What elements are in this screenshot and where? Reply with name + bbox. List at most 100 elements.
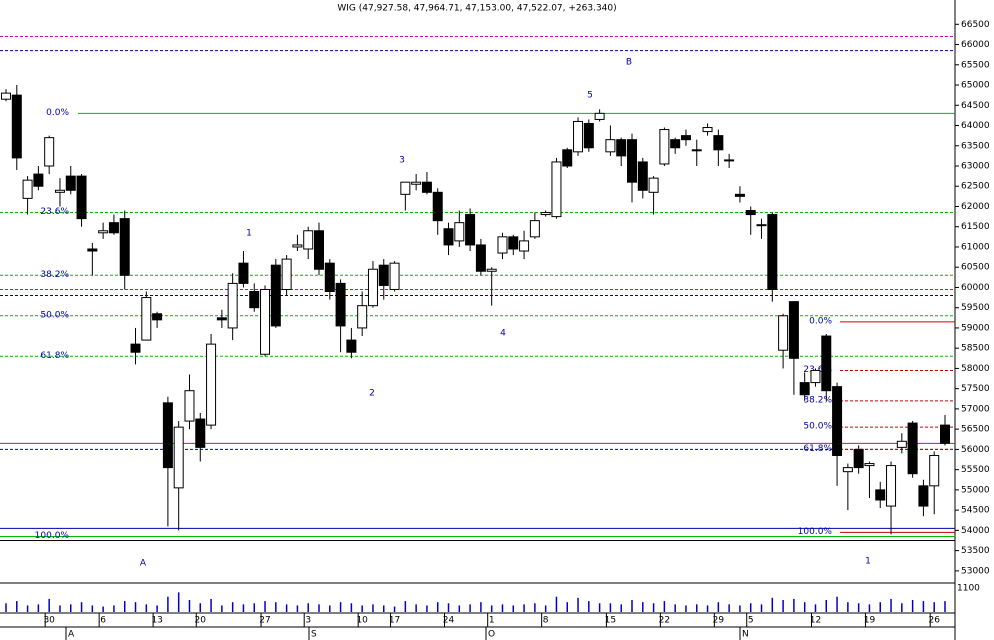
wave-label: 5 — [587, 91, 593, 101]
wave-label: 4 — [500, 329, 506, 339]
y-tick-label: 54000 — [961, 526, 990, 536]
candle-body — [119, 218, 130, 276]
candle-body — [443, 228, 454, 246]
candle-body — [357, 305, 368, 329]
candle-body — [227, 282, 238, 329]
x-tick-label: 10 — [356, 616, 368, 626]
x-tick-label: 26 — [928, 616, 940, 626]
candle-body — [432, 191, 443, 222]
x-tick-label: 19 — [864, 616, 876, 626]
y-tick-label: 64500 — [961, 101, 990, 111]
candle-body — [411, 181, 422, 185]
candle-body — [33, 173, 44, 187]
candle-body — [907, 422, 918, 475]
candle-body — [508, 236, 519, 250]
candle-body — [195, 418, 206, 448]
y-tick-label: 63000 — [961, 161, 990, 171]
candle-body — [486, 268, 497, 272]
candle-body — [551, 161, 562, 218]
candle-body — [346, 339, 357, 353]
candle-body — [799, 382, 810, 396]
fib-label: 0.0% — [46, 108, 69, 118]
y-tick-label: 62500 — [961, 182, 990, 192]
y-tick-label: 66500 — [961, 20, 990, 30]
candle-body — [745, 210, 756, 216]
candle-body — [519, 240, 530, 252]
wave-label: 3 — [399, 156, 405, 166]
month-label: O — [488, 630, 495, 640]
x-tick-label: 29 — [713, 616, 725, 626]
candle-body — [842, 467, 853, 473]
candle-body — [421, 181, 432, 193]
candle-body — [389, 262, 400, 290]
x-tick-label: 6 — [100, 616, 106, 626]
candle-body — [896, 440, 907, 448]
candle-body — [886, 465, 897, 507]
candle-body — [130, 343, 141, 353]
y-tick-label: 60000 — [961, 283, 990, 293]
fib-label: 50.0% — [803, 422, 832, 432]
candle-body — [465, 214, 476, 246]
candle-body — [367, 268, 378, 307]
candle-body — [44, 137, 55, 167]
month-label: N — [742, 630, 749, 640]
candle-body — [65, 175, 76, 191]
candle-body — [562, 149, 573, 167]
candle-body — [767, 214, 778, 290]
candle-body — [141, 297, 152, 341]
candle-body — [281, 258, 292, 290]
y-tick-label: 65000 — [961, 81, 990, 91]
wave-label: A — [140, 559, 147, 569]
candle-body — [627, 139, 637, 183]
candle-body — [810, 369, 821, 384]
candle-body — [832, 386, 843, 456]
y-tick-label: 53000 — [961, 566, 990, 576]
candle-body — [583, 122, 594, 149]
candle-body — [378, 264, 389, 286]
candle-body — [11, 94, 22, 159]
candle-body — [734, 193, 745, 197]
candle-body — [691, 149, 702, 152]
candle-body — [864, 463, 875, 467]
x-tick-label: 3 — [305, 616, 311, 626]
fib-label: 100.0% — [798, 527, 833, 537]
fib-label: 38.2% — [803, 395, 832, 405]
y-tick-label: 61500 — [961, 222, 990, 232]
y-tick-label: 65500 — [961, 60, 990, 70]
fib-label: 61.8% — [40, 351, 69, 361]
candle-body — [648, 177, 659, 193]
month-label: A — [68, 630, 75, 640]
x-tick-label: 27 — [259, 616, 270, 626]
candle-body — [637, 161, 648, 191]
candle-body — [22, 179, 33, 199]
x-tick-label: 30 — [43, 616, 55, 626]
candle-body — [540, 212, 551, 216]
y-tick-label: 59000 — [961, 323, 990, 333]
candle-body — [702, 127, 713, 133]
fib-label: 100.0% — [35, 531, 70, 541]
candle-body — [788, 301, 799, 359]
candle-body — [918, 485, 929, 507]
candle-body — [594, 112, 605, 120]
candle-body — [54, 189, 65, 193]
candle-body — [303, 230, 314, 250]
y-tick-label: 58500 — [961, 344, 990, 354]
candle-body — [605, 139, 616, 153]
x-tick-label: 22 — [659, 616, 670, 626]
candle-body — [400, 181, 411, 195]
y-tick-label: 64000 — [961, 121, 990, 131]
candle-body — [756, 224, 767, 227]
wave-label: 1 — [246, 229, 252, 239]
x-tick-label: 15 — [605, 616, 616, 626]
candle-body — [454, 222, 465, 242]
candle-body — [206, 343, 217, 426]
candle-body — [713, 135, 724, 151]
candle-body — [335, 282, 346, 327]
x-tick-label: 12 — [810, 616, 821, 626]
y-tick-label: 59500 — [961, 303, 990, 313]
candle-body — [173, 426, 184, 489]
y-tick-label: 55500 — [961, 465, 990, 475]
candle-body — [778, 315, 789, 351]
